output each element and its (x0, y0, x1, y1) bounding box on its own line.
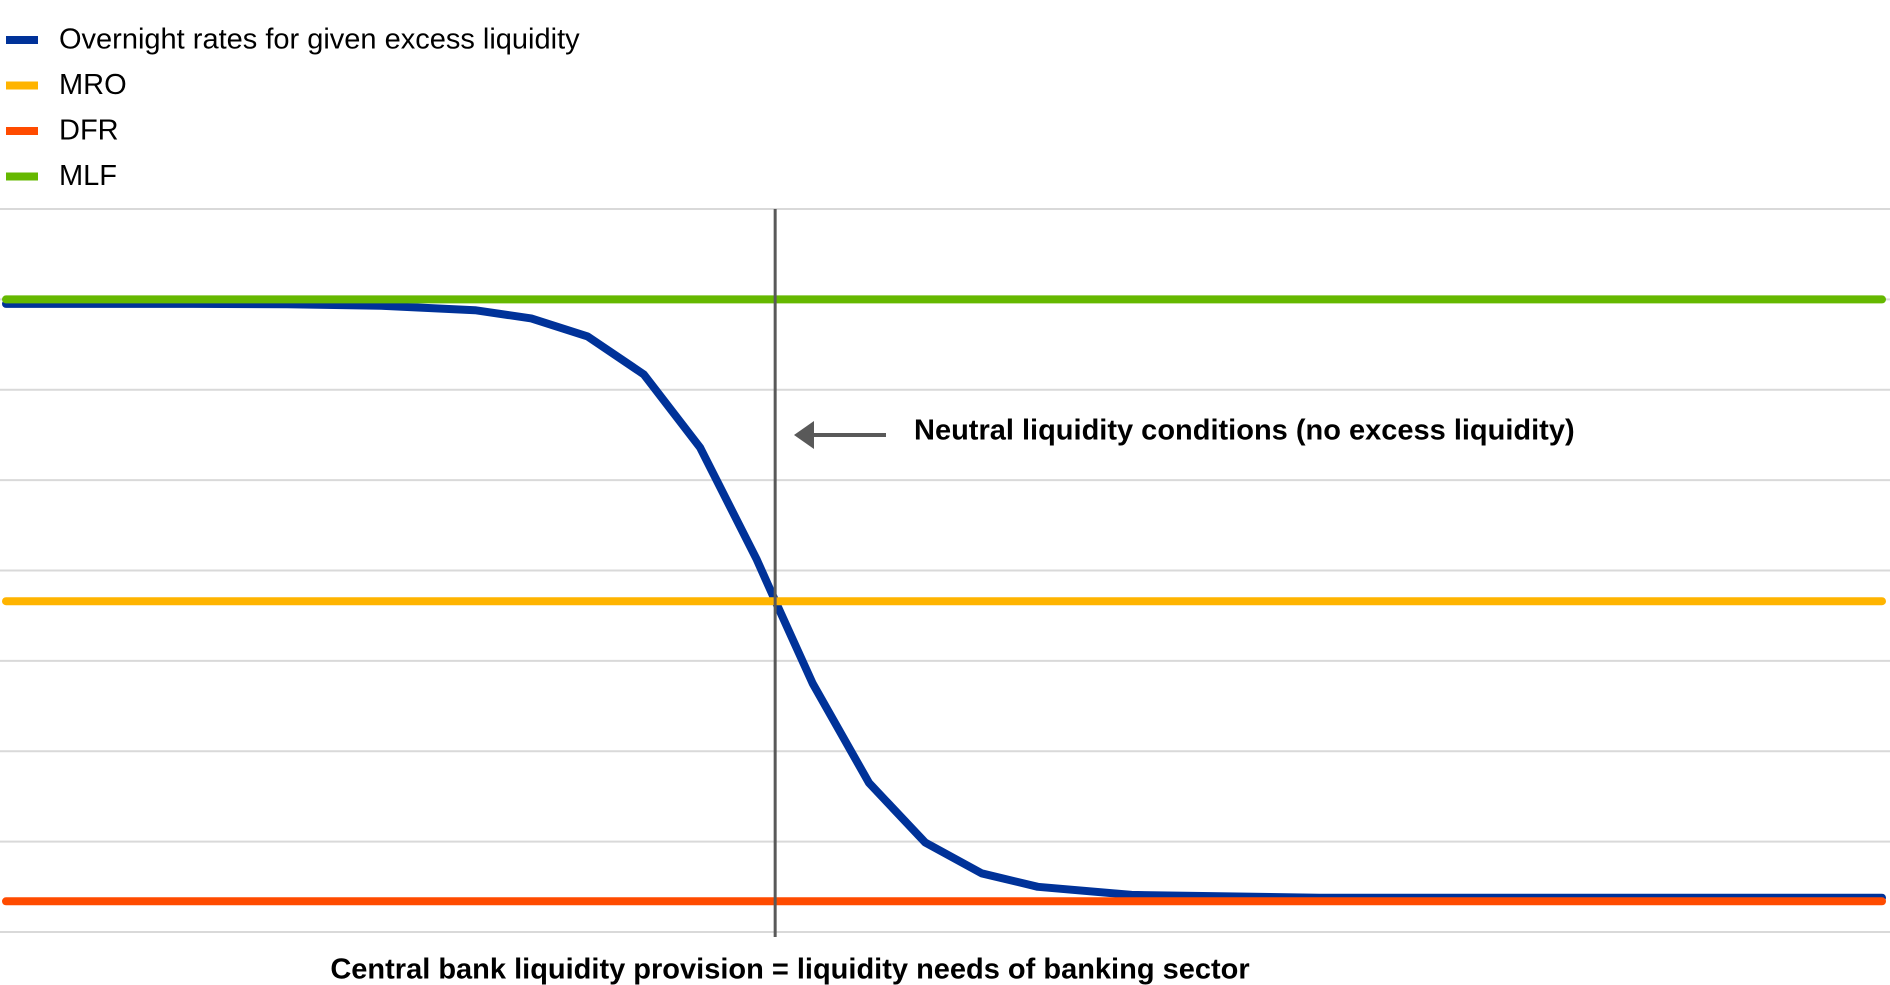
lines (2, 209, 1886, 937)
legend-label: MRO (59, 69, 127, 101)
legend-label: MLF (59, 160, 117, 192)
annotation: Neutral liquidity conditions (no excess … (914, 415, 1575, 447)
annotation-arrowhead (794, 421, 814, 449)
series-line (2, 299, 1886, 902)
legend-label: DFR (59, 115, 119, 147)
legend-label: Overnight rates for given excess liquidi… (59, 24, 580, 56)
x-axis-label: Central bank liquidity provision = liqui… (330, 954, 1249, 985)
legend: Overnight rates for given excess liquidi… (6, 24, 580, 192)
grid (0, 208, 1890, 933)
